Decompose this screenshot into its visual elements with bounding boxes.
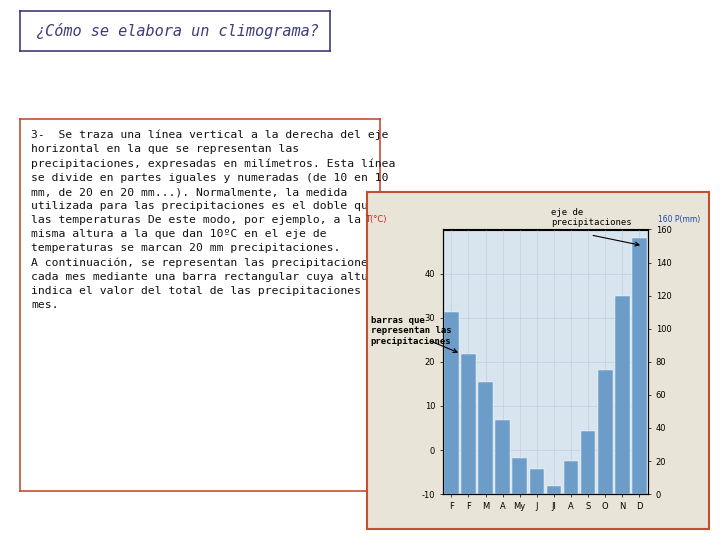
Bar (564, 461, 578, 494)
Text: eje de
precipitaciones: eje de precipitaciones (551, 208, 631, 227)
Bar (615, 295, 629, 494)
Bar (581, 431, 595, 494)
Text: ¿Cómo se elabora un climograma?: ¿Cómo se elabora un climograma? (36, 23, 318, 39)
Bar (513, 458, 527, 494)
Text: barras que
representan las
precipitaciones: barras que representan las precipitacion… (371, 316, 451, 346)
Bar (632, 238, 647, 494)
Bar (495, 420, 510, 494)
Text: 160 P(mm): 160 P(mm) (658, 215, 701, 224)
Bar (462, 354, 476, 494)
Bar (598, 370, 613, 494)
Text: T(°C): T(°C) (365, 215, 387, 224)
Bar (546, 486, 561, 494)
Bar (478, 382, 492, 494)
Bar (444, 312, 459, 494)
Text: 3-  Se traza una línea vertical a la derecha del eje
horizontal en la que se rep: 3- Se traza una línea vertical a la dere… (31, 130, 416, 310)
Bar (530, 469, 544, 494)
